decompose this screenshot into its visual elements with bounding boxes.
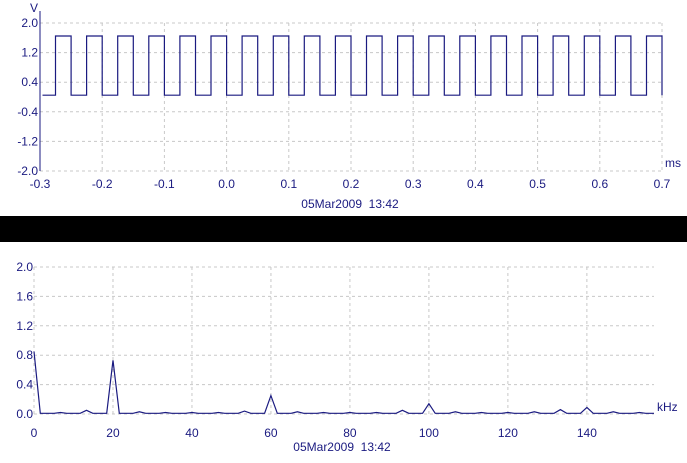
y-tick-label: 0.8 (16, 348, 33, 362)
divider-band (0, 216, 687, 242)
x-tick-label: 0 (31, 426, 38, 440)
x-tick-label: 140 (577, 426, 597, 440)
x-tick-label: 20 (106, 426, 120, 440)
x-unit-label-spectrum: kHz (657, 400, 678, 414)
y-unit-label: V (30, 1, 38, 15)
x-unit-label: ms (665, 156, 681, 170)
timestamp-bottom: 05Mar2009 13:42 (293, 440, 391, 454)
y-tick-label: -1.2 (17, 134, 38, 148)
y-tick-label: 0.4 (21, 75, 38, 89)
y-tick-label: 2.0 (16, 260, 33, 274)
x-tick-label: 0.0 (218, 177, 235, 191)
x-tick-label: 80 (343, 426, 357, 440)
y-tick-label: 2.0 (21, 16, 38, 30)
x-tick-label: 0.1 (280, 177, 297, 191)
x-tick-label: 0.5 (529, 177, 546, 191)
x-tick-label: -0.2 (92, 177, 113, 191)
x-tick-label: 60 (264, 426, 278, 440)
square-wave-trace (42, 35, 663, 96)
x-tick-label: 120 (498, 426, 518, 440)
y-tick-label: -0.4 (17, 105, 38, 119)
x-tick-label: -0.3 (30, 177, 51, 191)
x-tick-label: -0.1 (154, 177, 175, 191)
y-tick-label: 0.0 (16, 407, 33, 421)
spectrum-trace (33, 351, 654, 414)
x-tick-label: 100 (419, 426, 439, 440)
x-tick-label: 0.6 (591, 177, 608, 191)
x-tick-label: 0.2 (343, 177, 360, 191)
y-tick-label: 0.4 (16, 378, 33, 392)
x-tick-label: 40 (185, 426, 199, 440)
time-domain-chart: -0.3 -0.2 -0.1 0.0 0.1 0.2 0.3 0.4 0.5 0.6 0.7 2.0 1… (17, 1, 681, 211)
x-tick-label: 0.3 (405, 177, 422, 191)
timestamp-top: 05Mar2009 13:42 (301, 197, 399, 211)
y-tick-label: -2.0 (17, 164, 38, 178)
y-tick-label: 1.2 (16, 319, 33, 333)
y-tick-label: 1.2 (21, 46, 38, 60)
x-tick-label: 0.4 (467, 177, 484, 191)
y-tick-label: 1.6 (16, 289, 33, 303)
frequency-domain-chart: 0 20 40 60 80 100 120 140 2.0 1.6 1.2 0.8 0.4 0.0 kHz… (16, 260, 678, 454)
x-tick-label: 0.7 (654, 177, 671, 191)
